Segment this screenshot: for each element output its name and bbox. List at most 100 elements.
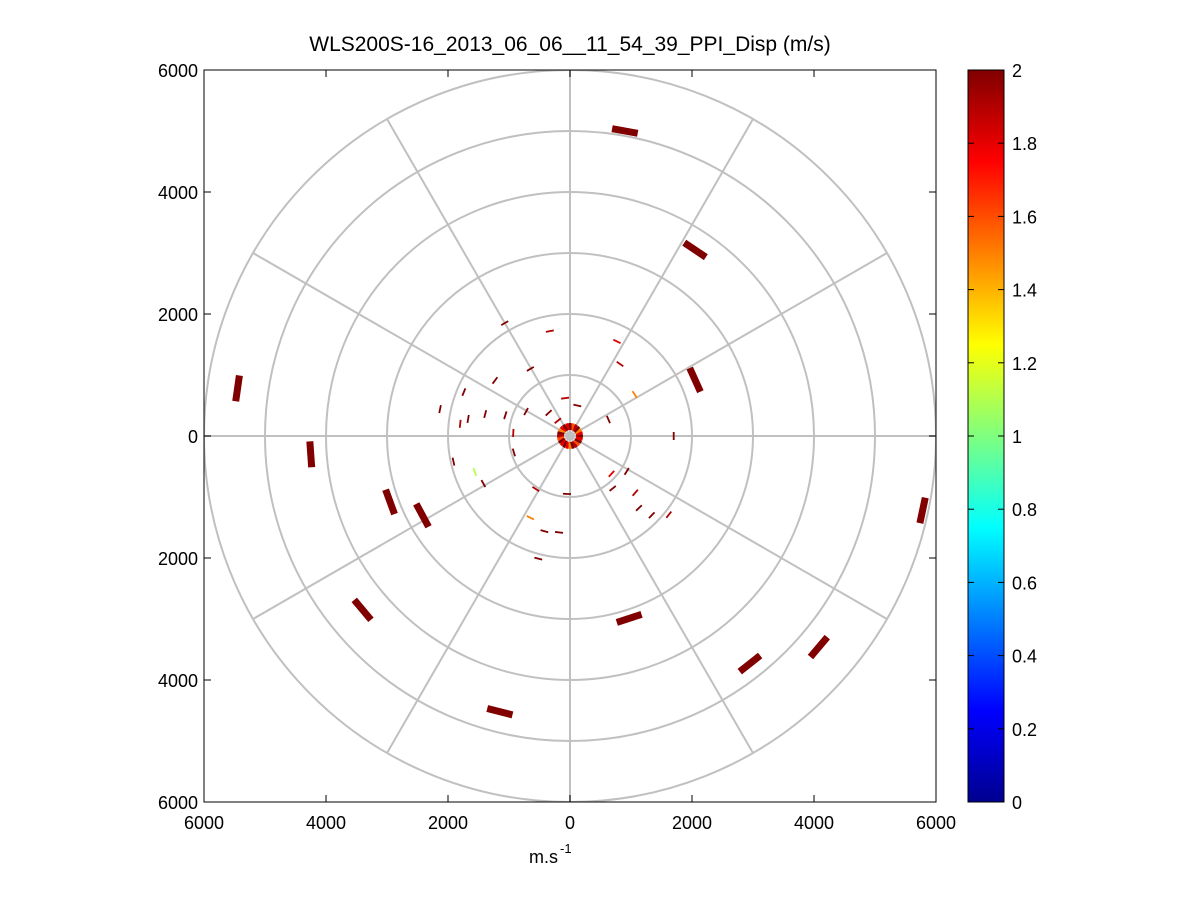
data-segment [648, 511, 656, 519]
near-range-segment [557, 428, 566, 435]
near-range-segment [559, 425, 567, 433]
data-segment [916, 496, 929, 524]
data-segment [606, 415, 611, 424]
data-segment [382, 488, 398, 516]
data-segment [351, 597, 374, 623]
data-segment [611, 125, 639, 137]
near-range-segment [575, 436, 583, 441]
data-segment [615, 611, 643, 626]
colorbar-ticks: 0 0.2 0.4 0.6 0.8 1 1.2 1.4 1.6 1.8 2 [968, 61, 1037, 813]
chart-title: WLS200S-16_2013_06_06__11_54_39_PPI_Disp… [309, 33, 830, 56]
colorbar-tick-label: 0.8 [1012, 500, 1037, 520]
colorbar-tick-label: 2 [1012, 61, 1022, 81]
data-segment [665, 511, 673, 519]
y-tick-label: 4000 [158, 671, 198, 691]
x-tick-labels: 6000 4000 2000 0 2000 4000 6000 [184, 813, 956, 833]
x-tick-label: 6000 [916, 813, 956, 833]
near-range-segment [573, 425, 581, 433]
data-segment [232, 375, 243, 402]
x-tick-label: 0 [565, 813, 575, 833]
axis-ticks [203, 69, 937, 803]
near-range-segment [573, 439, 581, 447]
data-segment [466, 414, 470, 424]
data-segment [503, 411, 508, 420]
colorbar-tick-label: 1.6 [1012, 207, 1037, 227]
data-segment [635, 504, 643, 512]
data-segment [608, 470, 615, 478]
y-tick-label: 6000 [158, 61, 198, 81]
data-segment [623, 467, 630, 476]
polar-grid [204, 70, 936, 802]
data-segment [686, 366, 704, 394]
colorbar-tick-label: 1.4 [1012, 281, 1037, 301]
near-range-segment [571, 440, 578, 449]
data-segment [306, 441, 316, 468]
data-segment [534, 556, 543, 561]
data-segment [511, 448, 516, 457]
data-segment [480, 479, 487, 488]
x-tick-label: 4000 [794, 813, 834, 833]
data-segment [631, 489, 639, 497]
data-segment [540, 529, 549, 534]
data-segment [531, 486, 540, 492]
data-segment [616, 360, 624, 368]
data-segment [526, 366, 535, 372]
colorbar-tick-label: 1.2 [1012, 354, 1037, 374]
data-segment [486, 705, 514, 719]
y-tick-label: 2000 [158, 305, 198, 325]
x-tick-label: 2000 [428, 813, 468, 833]
data-segment [554, 531, 564, 534]
y-tick-label: 0 [188, 427, 198, 447]
x-axis-label: m.s [529, 847, 558, 867]
data-segment [500, 320, 509, 326]
near-range-segment [562, 423, 569, 432]
colorbar-tick-label: 1.8 [1012, 134, 1037, 154]
data-segment [612, 338, 621, 345]
data-segment [461, 388, 467, 397]
data-segment [573, 403, 582, 408]
data-segment [483, 409, 488, 419]
colorbar-tick-label: 0.4 [1012, 647, 1037, 667]
data-segment [523, 407, 529, 416]
colorbar-tick-label: 0.2 [1012, 720, 1037, 740]
data-segment [458, 419, 462, 428]
y-tick-labels: 6000 4000 2000 0 2000 4000 6000 [158, 61, 198, 813]
data-segment [737, 652, 763, 675]
x-tick-label: 6000 [184, 813, 224, 833]
near-range-segment [574, 428, 583, 435]
y-tick-label: 6000 [158, 793, 198, 813]
data-segment [631, 390, 638, 399]
near-range-segment [557, 437, 566, 444]
data-segment [807, 634, 830, 660]
data-segment [526, 515, 535, 521]
near-range-segment [570, 423, 575, 431]
x-axis-label-text: m.s [529, 847, 558, 867]
data-segment [413, 502, 432, 529]
spoke-line [252, 252, 888, 620]
colorbar-tick-label: 1 [1012, 427, 1022, 447]
colorbar-tick-label: 0 [1012, 793, 1022, 813]
data-segment [472, 467, 478, 477]
data-segment [545, 329, 554, 333]
x-tick-label: 4000 [306, 813, 346, 833]
data-segment [561, 396, 570, 400]
data-marks [232, 125, 929, 719]
data-segment [491, 376, 499, 385]
near-range-segment [557, 431, 565, 436]
near-range-segment [565, 423, 570, 431]
near-range-segment [571, 423, 578, 432]
x-tick-label: 2000 [672, 813, 712, 833]
near-range-segment [557, 436, 565, 441]
data-segment [438, 405, 442, 414]
near-range-segment [575, 431, 583, 436]
y-tick-label: 4000 [158, 183, 198, 203]
data-segment [451, 457, 456, 466]
near-range-segment [562, 440, 569, 449]
y-tick-label: 2000 [158, 549, 198, 569]
x-axis-label-superscript: -1 [560, 841, 572, 856]
data-segment [554, 417, 562, 424]
data-segment [682, 239, 708, 261]
data-segment [609, 485, 617, 492]
colorbar-tick-label: 0.6 [1012, 573, 1037, 593]
